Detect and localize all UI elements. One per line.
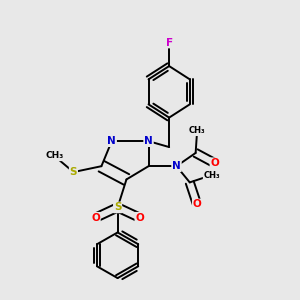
Text: CH₃: CH₃	[45, 152, 63, 160]
Text: F: F	[166, 38, 173, 47]
Text: CH₃: CH₃	[189, 126, 206, 135]
Text: O: O	[135, 213, 144, 223]
Text: N: N	[144, 136, 153, 146]
Text: S: S	[114, 202, 122, 212]
Text: N: N	[172, 161, 181, 171]
Text: O: O	[193, 200, 202, 209]
Text: S: S	[70, 167, 77, 177]
Text: O: O	[210, 158, 219, 168]
Text: CH₃: CH₃	[203, 170, 220, 179]
Text: N: N	[107, 136, 116, 146]
Text: O: O	[91, 213, 100, 223]
